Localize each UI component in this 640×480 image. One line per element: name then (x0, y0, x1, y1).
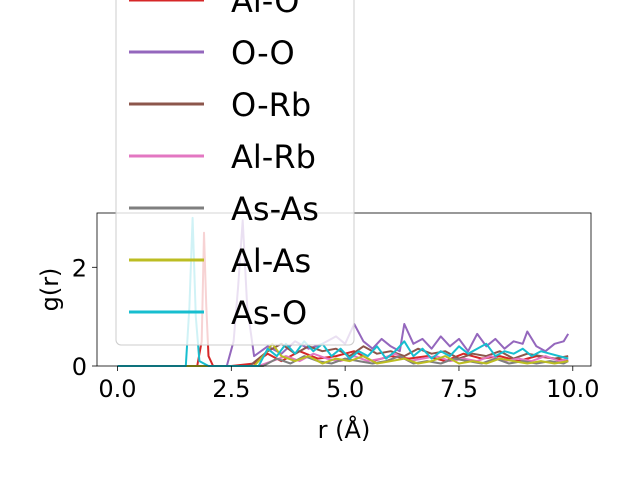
legend-label-as-as: As-As (231, 190, 319, 228)
x-ticks: 0.0 2.5 5.0 7.5 10.0 (98, 366, 600, 403)
x-tick-label: 2.5 (212, 375, 250, 403)
legend: Al-O O-O O-Rb Al-Rb As-As Al-As As-O (115, 0, 355, 346)
y-ticks: 02 (72, 254, 97, 381)
x-tick-label: 5.0 (326, 375, 364, 403)
legend-label-o-o: O-O (231, 34, 295, 72)
x-tick-label: 0.0 (98, 375, 136, 403)
x-tick-label: 10.0 (546, 375, 599, 403)
y-tick-label: 2 (72, 254, 87, 282)
y-axis-label: g(r) (36, 268, 64, 312)
legend-label-as-o: As-O (231, 294, 307, 332)
series-line-al-as (117, 342, 569, 367)
y-tick-label: 0 (72, 353, 87, 381)
series-line-as-as (117, 355, 569, 367)
series-line-o-o (117, 219, 570, 367)
legend-label-al-o: Al-O (231, 0, 299, 20)
legend-label-al-as: Al-As (231, 242, 311, 280)
x-tick-label: 7.5 (440, 375, 478, 403)
legend-label-o-rb: O-Rb (231, 86, 311, 124)
legend-label-al-rb: Al-Rb (231, 138, 316, 176)
x-axis-label: r (Å) (318, 415, 371, 444)
